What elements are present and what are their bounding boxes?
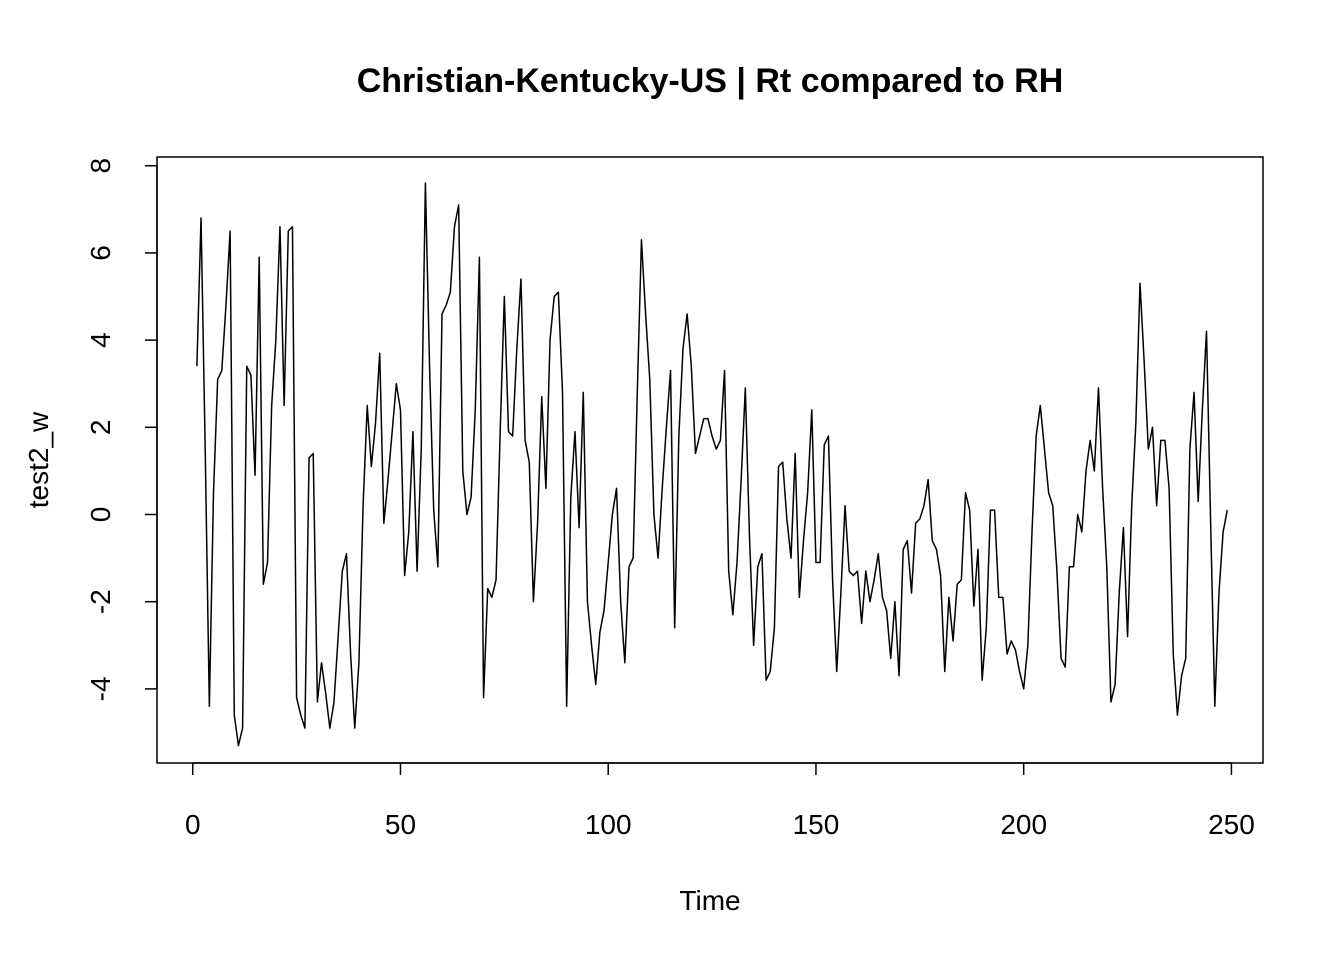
x-tick-label: 50 [385,809,416,840]
y-tick-label: 8 [85,158,116,174]
y-tick-label: 0 [85,507,116,523]
y-tick-label: 6 [85,245,116,261]
y-axis: -4 -2 0 2 4 6 8 [85,158,157,701]
series-line [197,183,1227,745]
x-axis-label: Time [679,885,740,916]
y-tick-label: 4 [85,332,116,348]
chart-title: Christian-Kentucky-US | Rt compared to R… [357,62,1064,100]
y-tick-label: -4 [85,676,116,701]
x-tick-label: 250 [1208,809,1255,840]
x-tick-label: 100 [585,809,632,840]
x-tick-label: 200 [1000,809,1047,840]
y-tick-label: 2 [85,420,116,436]
x-axis: 0 50 100 150 200 250 [185,763,1255,840]
y-tick-label: -2 [85,589,116,614]
y-axis-label: test2_w [23,411,54,508]
x-tick-label: 0 [185,809,201,840]
x-tick-label: 150 [793,809,840,840]
